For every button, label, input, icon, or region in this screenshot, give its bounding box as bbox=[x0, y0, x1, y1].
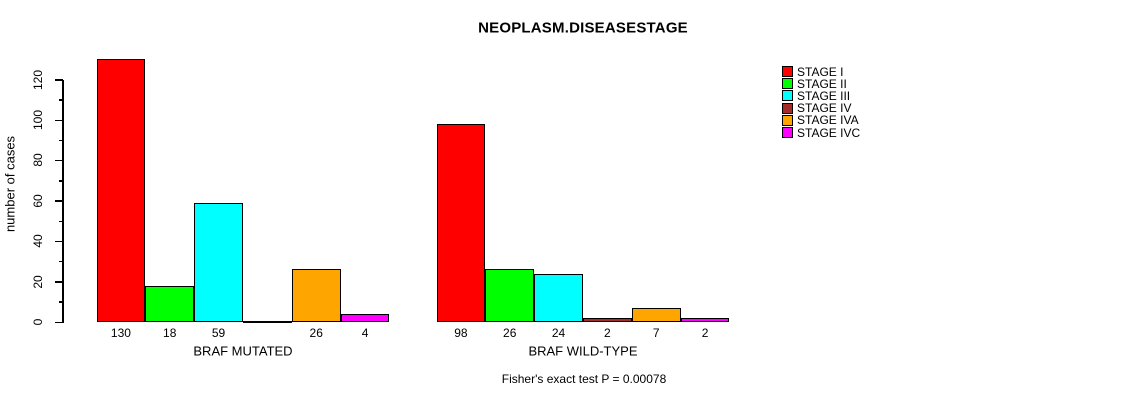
bar-braf-wild-type-stage-iva bbox=[631, 307, 681, 322]
bar-value-label: 2 bbox=[604, 326, 611, 340]
y-axis-tick bbox=[59, 220, 63, 222]
y-axis-tick-label: 40 bbox=[31, 234, 45, 248]
legend-swatch-stage-iva bbox=[782, 114, 793, 126]
y-axis-tick-label: 100 bbox=[31, 109, 45, 131]
y-axis-tick bbox=[59, 260, 63, 263]
bar-braf-wild-type-stage-ii bbox=[485, 269, 535, 322]
y-axis-tick bbox=[59, 139, 63, 142]
y-axis-tick-label: 20 bbox=[31, 274, 45, 289]
y-axis-tick-label: 120 bbox=[31, 69, 45, 90]
bar-braf-mutated-stage-iii bbox=[194, 202, 243, 322]
bar-braf-mutated-stage-iva bbox=[291, 269, 341, 322]
group-label-braf-wild-type: BRAF WILD-TYPE bbox=[528, 343, 638, 359]
y-axis-tick bbox=[55, 159, 63, 162]
y-axis-tick bbox=[55, 200, 63, 202]
legend-label-stage-iii: STAGE III bbox=[797, 88, 851, 103]
y-axis-tick bbox=[55, 321, 63, 323]
y-axis-label: number of cases bbox=[2, 135, 18, 233]
bar-braf-wild-type-stage-i bbox=[436, 124, 486, 322]
legend-label-stage-i: STAGE I bbox=[797, 64, 844, 79]
y-axis-tick-label: 60 bbox=[31, 194, 45, 208]
legend-label-stage-ii: STAGE II bbox=[797, 76, 847, 91]
legend-swatch-stage-i bbox=[782, 66, 793, 77]
bar-value-label: 24 bbox=[551, 326, 566, 340]
bar-braf-mutated-stage-i bbox=[96, 59, 146, 322]
bar-braf-wild-type-stage-iv bbox=[582, 317, 632, 322]
legend-swatch-stage-ii bbox=[782, 78, 793, 90]
y-axis-tick bbox=[55, 281, 63, 283]
y-axis-tick bbox=[59, 301, 63, 303]
bar-value-label: 18 bbox=[163, 326, 177, 340]
y-axis-tick-label: 0 bbox=[31, 318, 45, 326]
bar-braf-wild-type-stage-iii bbox=[534, 273, 583, 322]
bar-value-label: 130 bbox=[110, 326, 131, 340]
y-axis-tick bbox=[55, 79, 63, 81]
legend-swatch-stage-iii bbox=[782, 90, 793, 102]
y-axis-tick bbox=[59, 99, 63, 101]
bar-value-label: 59 bbox=[211, 326, 226, 340]
legend-label-stage-ivc: STAGE IVC bbox=[797, 125, 861, 140]
group-label-braf-mutated: BRAF MUTATED bbox=[193, 343, 293, 359]
bar-value-label: 2 bbox=[701, 326, 709, 340]
chart-title: NEOPLASM.DISEASESTAGE bbox=[478, 19, 688, 37]
annotation-text: Fisher's exact test P = 0.00078 bbox=[501, 372, 667, 386]
legend-label-stage-iva: STAGE IVA bbox=[797, 113, 859, 128]
bar-value-label: 26 bbox=[503, 326, 517, 340]
legend-swatch-stage-iv bbox=[782, 102, 793, 114]
bar-value-label: 4 bbox=[361, 326, 369, 340]
legend-swatch-stage-ivc bbox=[782, 127, 793, 138]
y-axis-tick bbox=[55, 240, 63, 243]
bar-braf-mutated-stage-ii bbox=[145, 285, 195, 322]
bar-braf-mutated-stage-ivc bbox=[340, 313, 390, 322]
bar-value-label: 7 bbox=[652, 326, 660, 340]
bar-braf-wild-type-stage-ivc bbox=[680, 317, 730, 322]
y-axis-tick-label: 80 bbox=[31, 153, 45, 168]
y-axis-tick bbox=[59, 180, 63, 182]
bar-braf-mutated-stage-iv-zero bbox=[242, 320, 292, 323]
bar-value-label: 26 bbox=[309, 326, 323, 340]
legend-label-stage-iv: STAGE IV bbox=[797, 101, 852, 116]
bar-value-label: 98 bbox=[454, 326, 468, 340]
y-axis-tick bbox=[55, 119, 63, 121]
